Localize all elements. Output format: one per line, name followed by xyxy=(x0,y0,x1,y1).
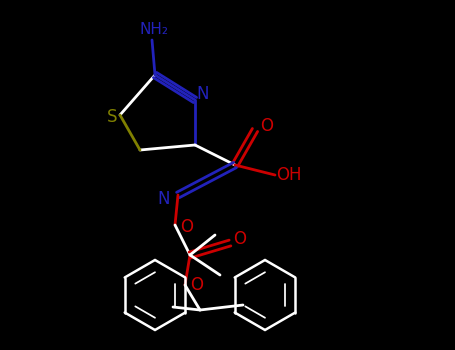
Text: N: N xyxy=(158,190,170,208)
Text: OH: OH xyxy=(276,166,302,184)
Text: O: O xyxy=(181,218,193,236)
Text: O: O xyxy=(191,276,203,294)
Text: S: S xyxy=(107,108,117,126)
Text: N: N xyxy=(197,85,209,103)
Text: O: O xyxy=(233,230,247,248)
Text: O: O xyxy=(261,117,273,135)
Text: NH₂: NH₂ xyxy=(140,22,168,37)
